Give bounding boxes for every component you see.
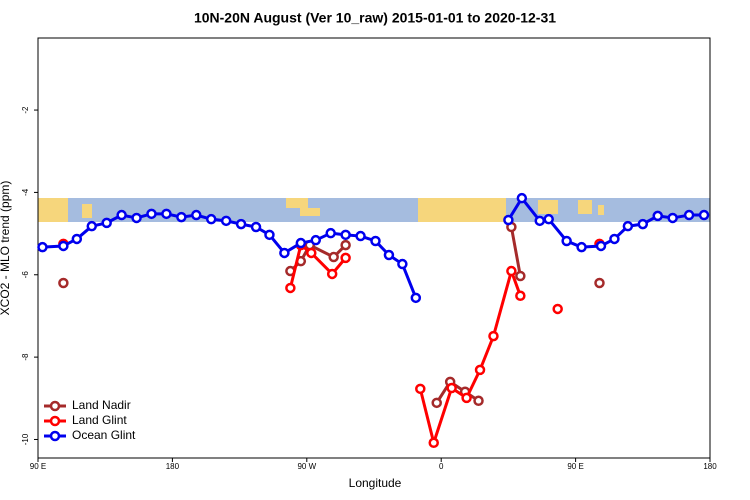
point: [595, 240, 607, 252]
point: [515, 270, 526, 282]
x-tick-label: 90 E: [30, 462, 46, 471]
point: [116, 209, 127, 221]
point: [383, 249, 395, 261]
point: [58, 240, 69, 252]
point: [326, 268, 338, 280]
chart-title: 10N-20N August (Ver 10_raw) 2015-01-01 t…: [194, 10, 556, 26]
point: [328, 251, 339, 263]
plot-frame: [37, 37, 711, 459]
legend-label: Ocean Glint: [72, 428, 136, 442]
point: [191, 209, 202, 221]
point: [131, 212, 142, 224]
x-tick-label: 180: [166, 462, 180, 471]
point: [101, 217, 112, 229]
point: [609, 233, 620, 245]
point: [473, 395, 484, 407]
point: [515, 290, 526, 302]
point: [667, 212, 678, 224]
point: [446, 382, 457, 394]
point: [306, 247, 317, 259]
point: [474, 364, 486, 376]
point: [516, 192, 528, 204]
point: [543, 213, 554, 225]
point: [71, 233, 83, 245]
legend-marker: [49, 415, 61, 427]
point: [250, 221, 262, 233]
legend-label: Land Glint: [72, 413, 127, 427]
point: [561, 235, 572, 247]
point: [594, 277, 605, 289]
point: [325, 227, 336, 239]
point: [355, 230, 366, 242]
point: [220, 215, 232, 227]
point: [652, 210, 663, 222]
point: [503, 214, 514, 226]
point: [431, 397, 442, 409]
point: [340, 229, 351, 241]
point: [58, 277, 69, 289]
point: [176, 211, 187, 223]
legend-marker: [49, 400, 61, 412]
point: [534, 215, 546, 227]
y-axis-label: XCO2 - MLO trend (ppm): [0, 181, 12, 316]
y-tick-label: -8: [21, 353, 30, 361]
point: [340, 252, 351, 264]
point: [461, 392, 472, 404]
y-tick-label: -6: [21, 271, 30, 279]
x-axis-label: Longitude: [349, 476, 402, 490]
y-tick-label: -10: [21, 433, 30, 445]
point: [488, 330, 499, 342]
point: [370, 235, 381, 247]
point: [698, 209, 710, 221]
legend-marker: [49, 430, 61, 442]
point: [576, 241, 587, 253]
point: [205, 213, 217, 225]
legend-label: Land Nadir: [72, 398, 131, 412]
x-tick-label: 0: [439, 462, 444, 471]
point: [37, 241, 48, 253]
point: [397, 258, 408, 270]
point: [428, 437, 439, 449]
point: [285, 265, 296, 277]
point: [279, 247, 290, 259]
point: [146, 208, 157, 220]
point: [310, 234, 322, 246]
y-tick-label: -4: [21, 188, 30, 196]
y-tick-label: -2: [21, 106, 30, 114]
point: [683, 209, 695, 221]
point: [410, 292, 422, 304]
point: [285, 282, 296, 294]
x-tick-label: 180: [703, 462, 717, 471]
point: [161, 208, 172, 220]
point: [235, 218, 247, 230]
point: [506, 265, 517, 277]
point: [637, 218, 649, 230]
x-tick-label: 90 E: [567, 462, 583, 471]
point: [295, 237, 307, 249]
point: [552, 303, 563, 315]
point: [264, 229, 275, 241]
point: [86, 220, 98, 232]
point: [622, 220, 634, 232]
point: [340, 239, 351, 251]
point: [415, 383, 426, 395]
x-tick-label: 90 W: [297, 462, 316, 471]
